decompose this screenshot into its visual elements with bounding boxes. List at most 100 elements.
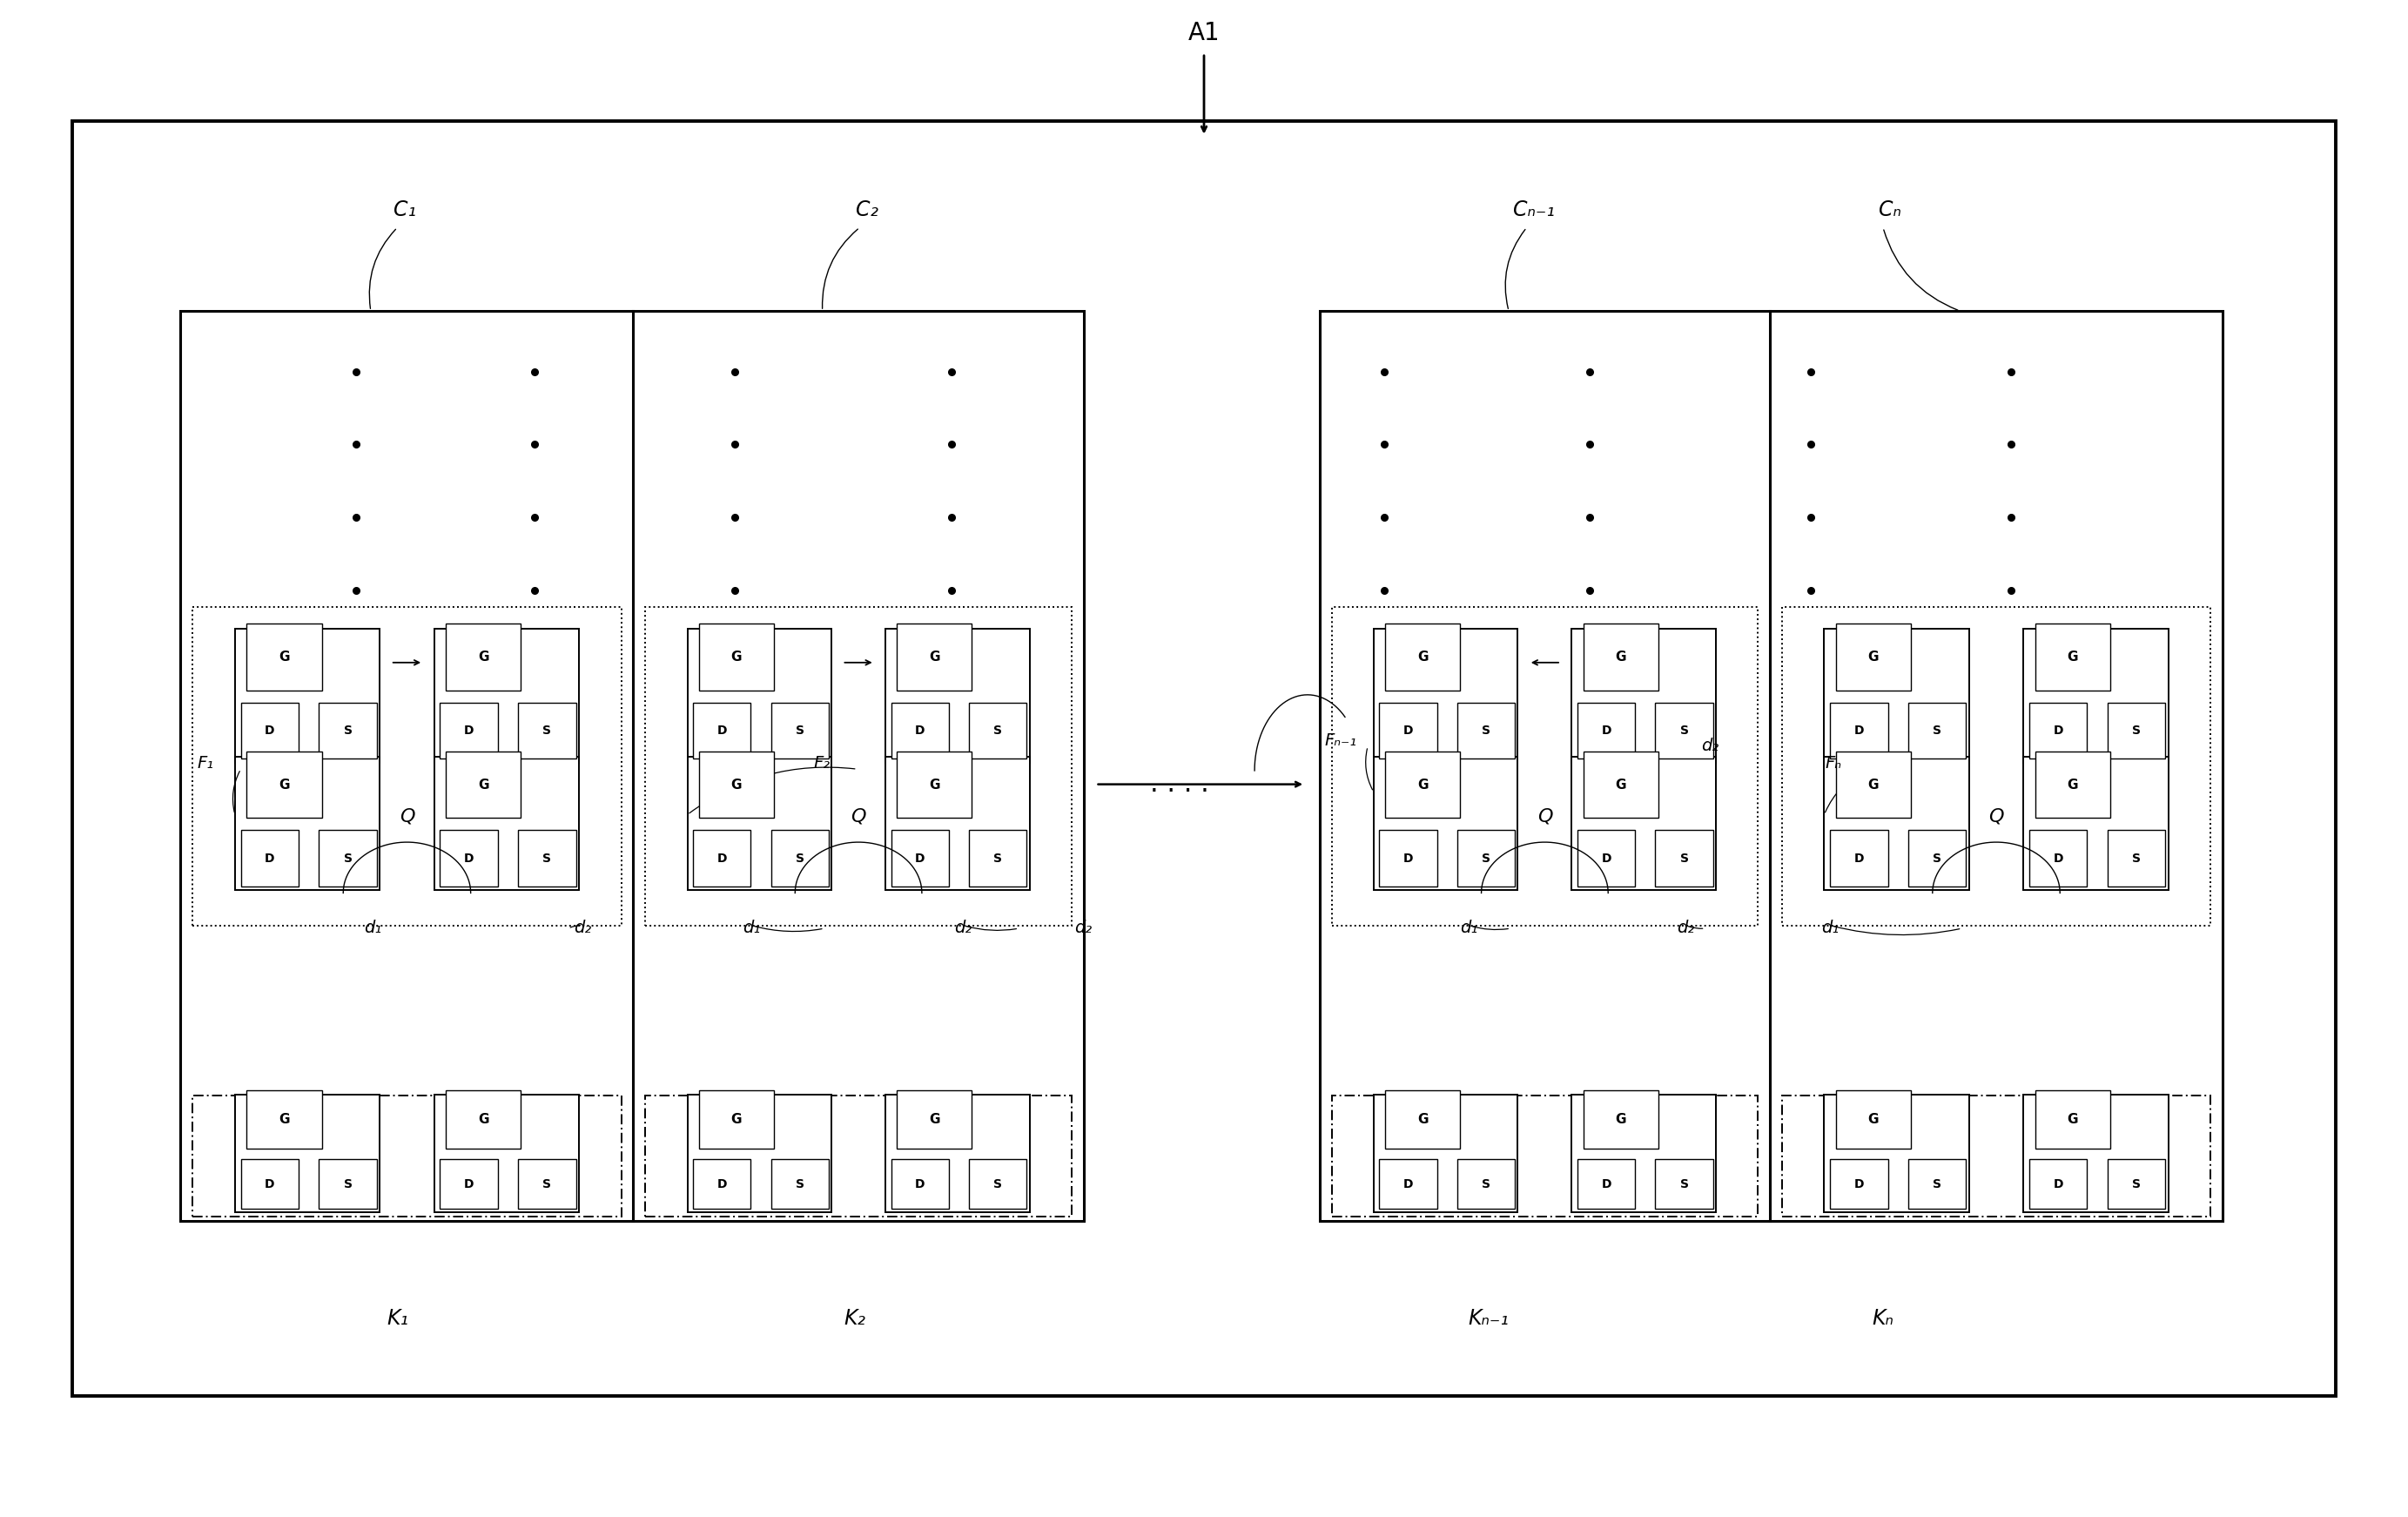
Text: S: S [2131, 725, 2141, 737]
Text: S: S [344, 725, 352, 737]
Text: G: G [929, 778, 939, 792]
Text: S: S [2131, 853, 2141, 865]
Bar [1572, 757, 1717, 890]
Bar [2023, 757, 2167, 890]
Bar [441, 702, 498, 758]
Text: S: S [344, 1179, 352, 1191]
Text: D: D [1854, 725, 1864, 737]
Text: D: D [1404, 725, 1413, 737]
Text: S: S [542, 853, 551, 865]
Bar [2030, 830, 2088, 886]
Text: G: G [1616, 778, 1625, 792]
Bar [2035, 1089, 2109, 1148]
Text: D: D [265, 853, 275, 865]
Bar [1835, 751, 1912, 818]
Text: G: G [929, 651, 939, 664]
Text: D: D [465, 725, 474, 737]
Bar [2030, 702, 2088, 758]
Text: S: S [344, 853, 352, 865]
Bar [1380, 1159, 1438, 1209]
Text: S: S [1481, 853, 1491, 865]
Text: F₂: F₂ [814, 755, 831, 771]
Text: D: D [1601, 853, 1611, 865]
Bar [2107, 830, 2165, 886]
Bar [441, 830, 498, 886]
Text: Kₙ: Kₙ [1873, 1308, 1893, 1329]
Text: A1: A1 [1187, 21, 1221, 46]
Bar [1577, 702, 1635, 758]
Bar [2023, 630, 2167, 763]
FancyBboxPatch shape [645, 607, 1072, 925]
Text: F₁: F₁ [197, 755, 214, 771]
Bar [2107, 702, 2165, 758]
Text: G: G [279, 1113, 289, 1126]
Bar [241, 702, 299, 758]
Bar [1907, 830, 1967, 886]
Bar [1584, 751, 1659, 818]
Text: D: D [718, 1179, 727, 1191]
Text: G: G [279, 778, 289, 792]
Bar [1825, 757, 1970, 890]
Text: G: G [1616, 1113, 1625, 1126]
Bar [2107, 1159, 2165, 1209]
Bar [236, 1095, 380, 1212]
Text: G: G [732, 1113, 742, 1126]
Bar [445, 1089, 520, 1148]
Text: G: G [1869, 778, 1878, 792]
Bar [698, 1089, 773, 1148]
Bar [2035, 751, 2109, 818]
Bar [771, 830, 828, 886]
Bar [1457, 1159, 1515, 1209]
Bar [1907, 1159, 1967, 1209]
FancyBboxPatch shape [1332, 1095, 1758, 1217]
Bar [694, 702, 751, 758]
Text: d₂: d₂ [1700, 737, 1719, 754]
Text: D: D [915, 725, 925, 737]
Text: G: G [2066, 1113, 2078, 1126]
FancyBboxPatch shape [1332, 607, 1758, 925]
Bar [1380, 830, 1438, 886]
Bar [694, 830, 751, 886]
Bar [246, 1089, 323, 1148]
Bar [1385, 751, 1459, 818]
Text: G: G [1869, 651, 1878, 664]
Text: d₁: d₁ [1820, 919, 1840, 936]
Bar [771, 1159, 828, 1209]
FancyBboxPatch shape [645, 1095, 1072, 1217]
Bar [2035, 623, 2109, 690]
Text: D: D [465, 853, 474, 865]
Text: K₂: K₂ [843, 1308, 867, 1329]
Bar [433, 757, 578, 890]
Bar [694, 1159, 751, 1209]
Bar [898, 623, 973, 690]
Bar [1654, 830, 1712, 886]
FancyBboxPatch shape [1782, 1095, 2211, 1217]
Text: G: G [1869, 1113, 1878, 1126]
Bar [518, 830, 576, 886]
Bar [246, 751, 323, 818]
Text: C₂: C₂ [855, 199, 879, 220]
Text: S: S [1681, 725, 1688, 737]
Text: D: D [1601, 725, 1611, 737]
Bar [891, 1159, 949, 1209]
Text: G: G [477, 778, 489, 792]
Text: S: S [2131, 1179, 2141, 1191]
Text: d₂: d₂ [1676, 919, 1695, 936]
Bar [686, 630, 831, 763]
Bar [236, 630, 380, 763]
Text: S: S [1934, 853, 1941, 865]
Text: d₂: d₂ [954, 919, 973, 936]
Bar [968, 702, 1026, 758]
Bar [246, 623, 323, 690]
Bar [1572, 1095, 1717, 1212]
Bar [1830, 830, 1888, 886]
Text: G: G [2066, 778, 2078, 792]
Bar [1584, 623, 1659, 690]
Bar [181, 311, 1084, 1221]
Text: G: G [2066, 651, 2078, 664]
Bar [1584, 1089, 1659, 1148]
Bar [1373, 630, 1517, 763]
Bar [686, 757, 831, 890]
Text: S: S [542, 1179, 551, 1191]
Bar [445, 751, 520, 818]
